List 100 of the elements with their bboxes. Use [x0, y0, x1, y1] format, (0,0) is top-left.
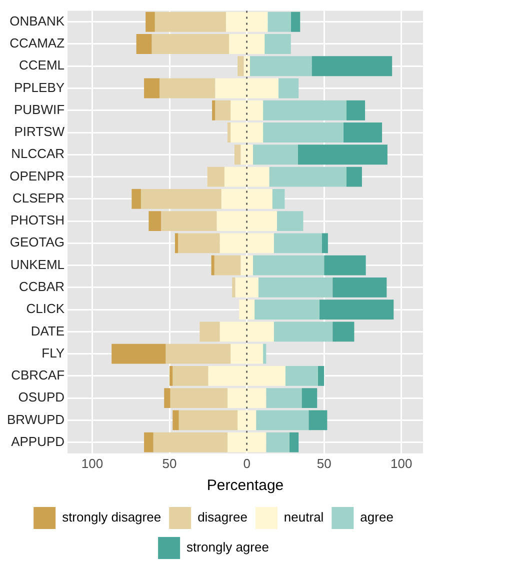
y-tick-label: CBRCAF [11, 368, 65, 383]
bar [136, 34, 152, 54]
x-axis-title: Percentage [206, 477, 284, 494]
bar [170, 366, 173, 386]
bar [230, 122, 264, 142]
y-tick-label: UNKEML [10, 256, 65, 272]
bar [346, 166, 362, 187]
bar [214, 255, 241, 276]
y-tick-label: OSUPD [18, 390, 65, 405]
bar [235, 277, 258, 298]
bar [112, 344, 166, 364]
bar [289, 432, 299, 452]
y-tick-label: PPLEBY [14, 80, 65, 95]
bar [153, 432, 228, 452]
bar [230, 344, 264, 364]
bar [258, 277, 333, 298]
bar [152, 34, 230, 54]
y-tick-label: CCBAR [19, 279, 65, 294]
bar [144, 432, 154, 452]
bar [298, 144, 388, 165]
bar [312, 56, 392, 76]
bar [164, 388, 170, 408]
bar [264, 34, 291, 54]
bar [220, 233, 274, 254]
bar [343, 122, 382, 142]
bar [226, 12, 268, 32]
bar [228, 122, 231, 142]
bar [159, 78, 216, 98]
bar [263, 100, 346, 120]
y-tick-label: GEOTAG [10, 234, 65, 250]
bar [256, 410, 309, 430]
bar [216, 211, 277, 231]
bar [229, 34, 265, 54]
bar [240, 144, 253, 165]
x-tick-label: 50 [162, 456, 177, 471]
bar [228, 432, 266, 452]
bar [324, 255, 366, 276]
bar [302, 388, 318, 408]
bar [239, 300, 255, 320]
y-tick-label: CLSEPR [12, 190, 65, 206]
bar [232, 277, 236, 298]
bar [274, 233, 322, 254]
y-tick-label: PUBWIF [14, 102, 65, 117]
bar [285, 366, 318, 386]
bar [274, 322, 333, 342]
bar [172, 410, 179, 430]
bar [346, 100, 366, 120]
bar [172, 366, 208, 386]
bar [250, 56, 312, 76]
x-tick-label: 100 [81, 456, 104, 471]
bar [215, 100, 231, 120]
y-tick-label: CCAMAZ [10, 36, 65, 51]
bar [244, 56, 250, 76]
y-tick-label: FLY [42, 345, 65, 360]
legend-label: strongly disagree [62, 510, 162, 525]
bar [228, 388, 266, 408]
legend-label: neutral [284, 510, 324, 525]
x-tick-label: 50 [316, 456, 332, 471]
y-tick-label: PHOTSH [10, 212, 65, 228]
bar [272, 188, 285, 209]
bar [234, 144, 241, 165]
bar [211, 255, 214, 276]
x-tick-label: 0 [243, 456, 250, 471]
bar [132, 188, 141, 209]
bar [240, 255, 253, 276]
bar [253, 255, 324, 276]
bar [212, 100, 216, 120]
bar [238, 56, 244, 76]
bar [208, 366, 286, 386]
bar [148, 211, 162, 231]
bar [174, 233, 178, 254]
bar [319, 300, 394, 320]
bar [276, 211, 304, 231]
y-tick-label: ONBANK [10, 13, 65, 28]
bar [322, 233, 328, 254]
bar [269, 166, 346, 187]
bar [221, 188, 272, 209]
x-tick-label: 100 [390, 456, 412, 471]
bar [332, 322, 354, 342]
y-tick-label: DATE [30, 323, 65, 338]
y-tick-label: APPUPD [11, 434, 65, 449]
bar [170, 388, 228, 408]
bar [266, 432, 290, 452]
bar [318, 366, 324, 386]
bar [154, 12, 226, 32]
bar [161, 211, 217, 231]
bar [178, 233, 220, 254]
bar [278, 78, 299, 98]
bar [230, 100, 264, 120]
legend-label: agree [360, 510, 394, 525]
legend-label: strongly agree [186, 540, 269, 555]
bar [207, 166, 224, 187]
legend-label: disagree [198, 510, 248, 525]
bar [140, 188, 222, 209]
bar [263, 122, 344, 142]
y-tick-label: CLICK [26, 301, 65, 316]
y-tick-label: CCEML [19, 58, 65, 73]
bar [266, 388, 302, 408]
y-tick-label: PIRTSW [14, 124, 66, 140]
bar [224, 166, 270, 187]
